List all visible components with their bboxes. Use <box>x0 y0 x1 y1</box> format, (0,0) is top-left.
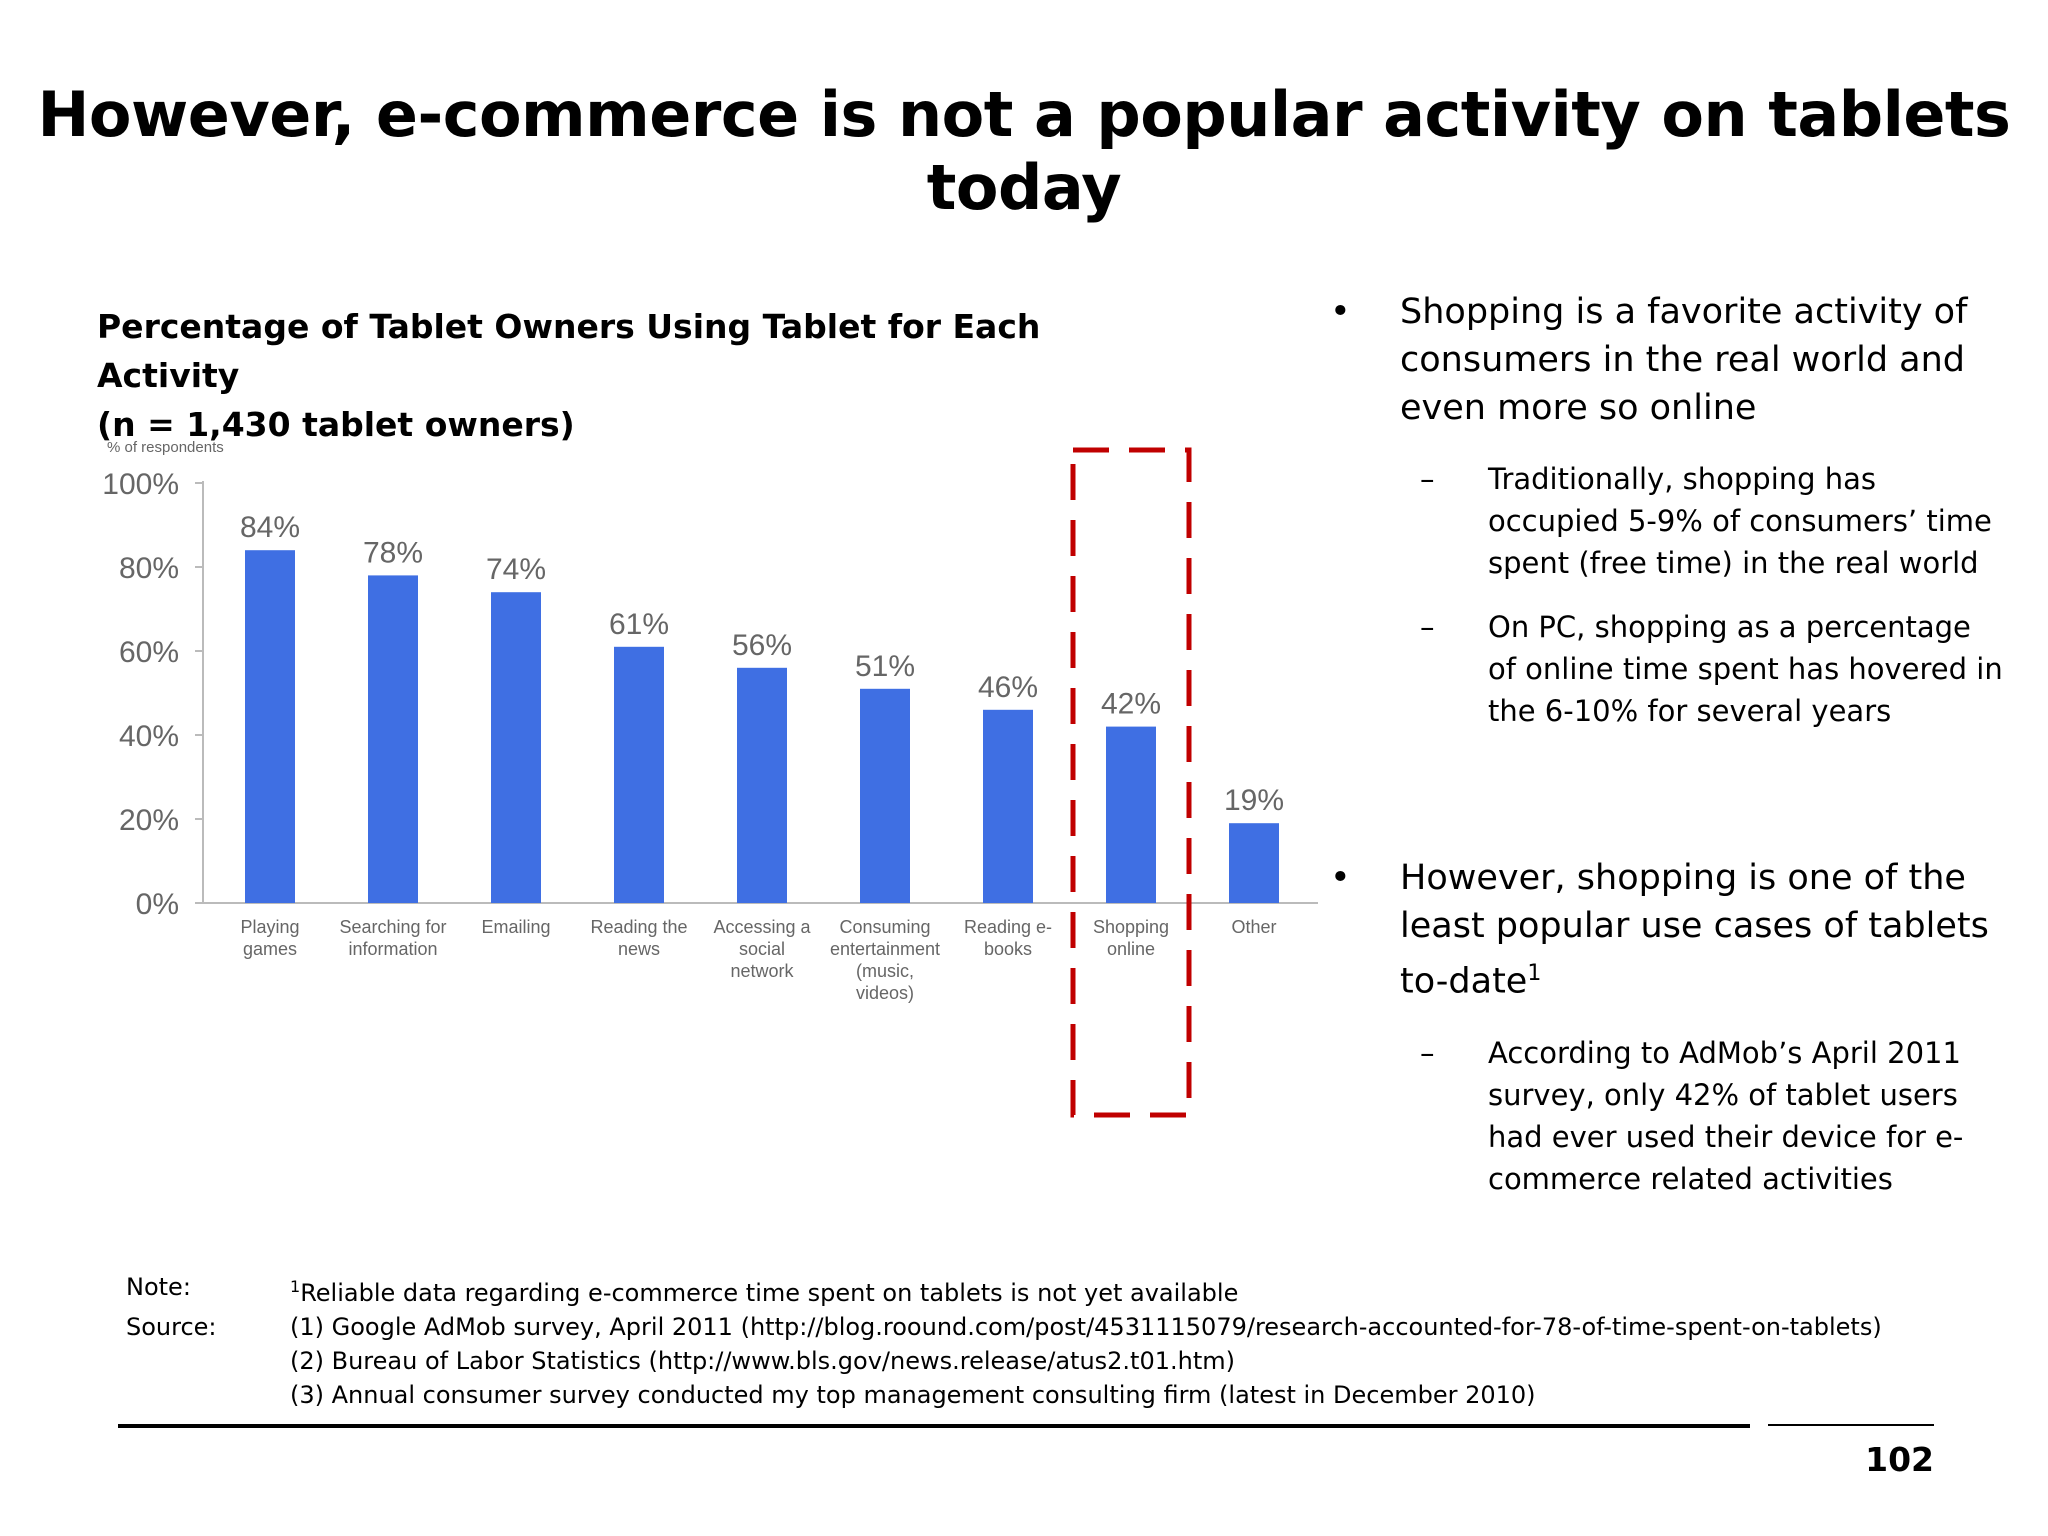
y-axis-title: % of respondents <box>107 439 224 456</box>
bar <box>368 575 418 903</box>
bullet-2-sub-1: According to AdMob’s April 2011 survey, … <box>1420 1032 2008 1200</box>
bar <box>245 550 295 903</box>
chart-title: Percentage of Tablet Owners Using Tablet… <box>97 302 1097 449</box>
y-tick-label: 20% <box>119 804 179 837</box>
chart-title-line1: Percentage of Tablet Owners Using Tablet… <box>97 307 1041 395</box>
y-tick-label: 40% <box>119 720 179 753</box>
y-tick-label: 80% <box>119 552 179 585</box>
source-3: (3) Annual consumer survey conducted my … <box>290 1381 1536 1409</box>
x-tick-label: Playing <box>240 917 299 937</box>
bar-value-label: 42% <box>1101 688 1161 721</box>
page-number-rule <box>1768 1424 1934 1426</box>
x-tick-label: entertainment <box>830 939 940 959</box>
chart-title-line2: (n = 1,430 tablet owners) <box>97 405 575 444</box>
bar <box>614 646 664 903</box>
page-number: 102 <box>1865 1440 1934 1479</box>
bar <box>737 667 787 903</box>
bullet-list: Shopping is a favorite activity of consu… <box>1330 288 2030 1222</box>
highlight-box <box>1070 447 1192 1118</box>
note-text: 1Reliable data regarding e-commerce time… <box>290 1277 1239 1307</box>
x-tick-label: games <box>243 939 297 959</box>
bar <box>1229 823 1279 903</box>
x-tick-label: Other <box>1231 917 1276 937</box>
x-tick-label: books <box>984 939 1032 959</box>
footnotes: Note: 1Reliable data regarding e-commerc… <box>126 1270 1946 1412</box>
source-label: Source: <box>126 1313 217 1341</box>
slide-title: However, e-commerce is not a popular act… <box>37 78 2011 224</box>
x-tick-label: Searching for <box>339 917 446 937</box>
bar <box>1106 726 1156 903</box>
bar-value-label: 46% <box>978 671 1038 704</box>
bar <box>491 592 541 903</box>
x-tick-label: Reading e- <box>964 917 1052 937</box>
x-tick-label: (music, <box>856 961 914 981</box>
bullet-2-footnote-ref: 1 <box>1527 961 1542 986</box>
y-tick-label: 0% <box>136 888 179 921</box>
x-tick-label: network <box>730 961 794 981</box>
bar-value-label: 78% <box>363 536 423 569</box>
x-tick-label: online <box>1107 939 1155 959</box>
bar-value-label: 51% <box>855 650 915 683</box>
y-tick-label: 100% <box>102 468 179 501</box>
y-tick-label: 60% <box>119 636 179 669</box>
bar <box>860 688 910 903</box>
x-tick-label: information <box>348 939 437 959</box>
footer-rule <box>118 1424 1750 1428</box>
source-2: (2) Bureau of Labor Statistics (http://w… <box>290 1347 1235 1375</box>
source-1: (1) Google AdMob survey, April 2011 (htt… <box>290 1313 1882 1341</box>
x-tick-label: Reading the <box>590 917 687 937</box>
bullet-1: Shopping is a favorite activity of consu… <box>1330 288 2030 432</box>
bar-value-label: 84% <box>240 511 300 544</box>
bar-value-label: 74% <box>486 553 546 586</box>
bar-value-label: 19% <box>1224 784 1284 817</box>
bullet-2: However, shopping is one of the least po… <box>1330 854 2030 1006</box>
note-label: Note: <box>126 1273 191 1301</box>
x-tick-label: Emailing <box>481 917 550 937</box>
bar-value-label: 56% <box>732 629 792 662</box>
x-tick-label: Accessing a <box>713 917 811 937</box>
x-tick-label: social <box>739 939 785 959</box>
bullet-1-sub-2: On PC, shopping as a percentage of onlin… <box>1420 606 2008 732</box>
bullet-1-sub-1: Traditionally, shopping has occupied 5-9… <box>1420 458 2008 584</box>
bar <box>983 709 1033 903</box>
x-tick-label: Shopping <box>1093 917 1169 937</box>
x-tick-label: videos) <box>856 983 914 1003</box>
bar-value-label: 61% <box>609 608 669 641</box>
x-tick-label: Consuming <box>839 917 930 937</box>
x-tick-label: news <box>618 939 660 959</box>
